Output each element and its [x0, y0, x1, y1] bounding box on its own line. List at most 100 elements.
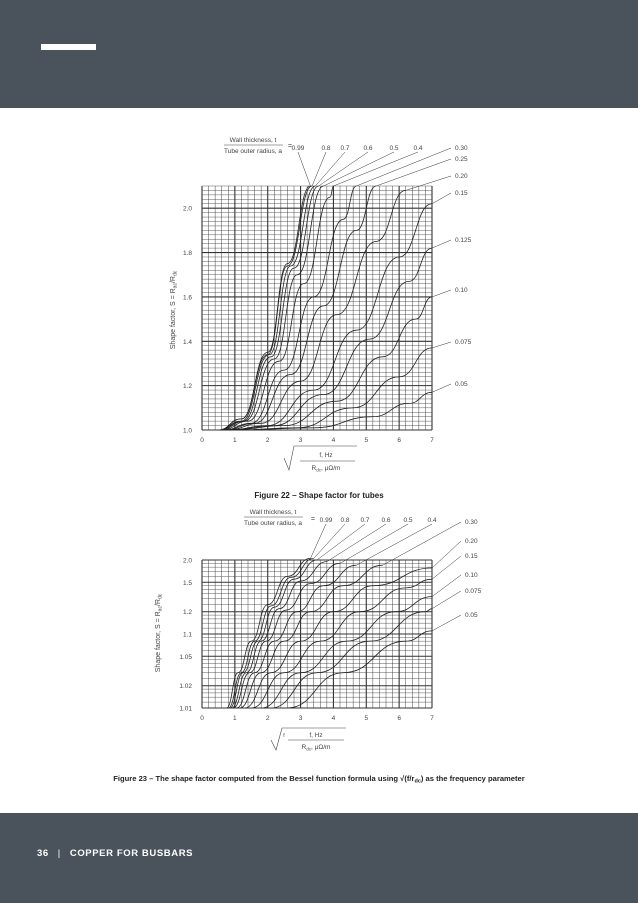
header-band — [0, 0, 638, 108]
fig23-x-tick-label: 3 — [299, 715, 303, 722]
fig23-leader-line — [382, 521, 462, 566]
fig22-xparam-post: , μΩ/m — [321, 465, 340, 472]
fig22-x-tick-label: 1 — [233, 437, 237, 444]
fig22-series-label: 0.7 — [340, 145, 349, 152]
page-number: 36 — [37, 848, 49, 859]
svg-text:Shape factor, S = Rac/Rdc: Shape factor, S = Rac/Rdc — [155, 593, 164, 672]
footer-band — [0, 813, 638, 903]
fig22-x-tick-label: 5 — [364, 437, 368, 444]
fig22-leader-line — [431, 192, 452, 204]
fig22-leader-line — [311, 151, 327, 187]
fig22-x-param: f, Hz Rdc, μΩ/m — [283, 445, 357, 473]
fig22-series-label: 0.15 — [455, 190, 468, 197]
fig22-y-tick-label: 1.8 — [183, 250, 192, 257]
fig22-curve — [228, 203, 433, 431]
fig23-xparam-top: f, Hz — [309, 732, 322, 739]
fig22-curves — [218, 185, 433, 431]
fig23-series-label: 0.7 — [360, 517, 369, 524]
fig23-leader-line — [310, 523, 327, 559]
fig22-header-top: Wall thickness, t — [230, 137, 277, 144]
fig23-series-label: 0.20 — [465, 538, 478, 545]
fig22-x-tick-label: 7 — [430, 437, 434, 444]
fig23-header-top: Wall thickness, t — [250, 509, 297, 516]
fig23-grid — [201, 559, 433, 709]
fig22-xparam-sub: dc — [316, 468, 322, 473]
fig22-curve — [221, 185, 334, 431]
fig22-series-label: 0.10 — [455, 287, 468, 294]
fig22-x-tick-label: 6 — [397, 437, 401, 444]
svg-text:Rdc, μΩ/m: Rdc, μΩ/m — [302, 744, 331, 752]
fig23-series-label: 0.30 — [465, 519, 478, 526]
fig22-curve — [218, 185, 319, 431]
fig22-series-label: 0.05 — [455, 381, 468, 388]
fig22-chart: 0 1 2 3 4 5 6 71.01.21.41.61.82.00.99 0.8 0.7 0.6 0… — [183, 145, 472, 444]
fig23-leader-line — [431, 574, 462, 597]
fig23-curve — [287, 630, 433, 709]
fig22-curve — [238, 391, 433, 431]
fig23-y-tick-label: 2.0 — [183, 558, 192, 565]
fig23-leader-line — [356, 523, 433, 566]
fig22-series-label: 0.8 — [321, 145, 330, 152]
fig23-curve — [228, 558, 314, 709]
fig22-curve — [234, 347, 433, 431]
fig22-curve — [223, 185, 357, 431]
fig23-x-tick-label: 6 — [397, 715, 401, 722]
fig22-ylabel-sub1: ac — [173, 283, 179, 289]
fig22-series-label: 0.075 — [455, 339, 472, 346]
fig23-ylabel-sub2: dc — [158, 593, 164, 599]
fig22-header-bottom: Tube outer radius, a — [224, 148, 282, 155]
fig22-ylabel-slash: /R — [170, 276, 177, 283]
svg-text:Figure 23 – The shape factor c: Figure 23 – The shape factor computed fr… — [113, 774, 525, 785]
fig22-xparam-r: R — [312, 465, 317, 472]
fig23-xparam-small: f — [283, 733, 285, 739]
fig22-leader-line — [297, 151, 311, 187]
fig22-curve — [218, 185, 316, 431]
footer-text: 36 | COPPER FOR BUSBARS — [37, 848, 193, 859]
fig22-leader-line — [405, 175, 452, 191]
fig23-x-tick-label: 4 — [332, 715, 336, 722]
fig22-leader-line — [431, 341, 452, 349]
fig22-y-tick-label: 1.6 — [183, 294, 192, 301]
fig22-caption: Figure 22 – Shape factor for tubes — [254, 491, 384, 500]
fig23-series-label: 0.99 — [320, 517, 333, 524]
svg-text:Shape factor, S = Rac/Rdc: Shape factor, S = Rac/Rdc — [170, 270, 179, 349]
fig23-series-label: 0.10 — [465, 572, 478, 579]
fig22-equals: = — [288, 143, 292, 150]
fig23-caption-end: ) as the frequency parameter — [421, 774, 525, 783]
figures-canvas: Wall thickness, t Tube outer radius, a =… — [113, 137, 525, 785]
fig22-curve — [231, 296, 433, 431]
fig22-curve — [220, 185, 324, 431]
fig23-series-label: 0.4 — [427, 517, 436, 524]
fig23-leader-line — [313, 523, 346, 559]
fig23-header-bottom: Tube outer radius, a — [244, 520, 302, 527]
fig23-ylabel-main: Shape factor, S = R — [155, 611, 162, 672]
fig23-curve — [226, 558, 311, 709]
fig22-leader-line — [431, 383, 452, 393]
fig23-xparam-sub: dc — [306, 747, 312, 752]
fig23-xparam-r: R — [302, 744, 307, 751]
fig23-series-labels: 0.99 0.8 0.7 0.6 0.5 0.4 0.30 0.20 0.15 0.10 0.075… — [310, 517, 482, 632]
fig22-leader-line — [431, 239, 452, 249]
fig23-curve — [239, 564, 383, 709]
fig22-grid — [201, 185, 433, 431]
fig22-x-tick-label: 4 — [332, 437, 336, 444]
fig23-x-param: f f, Hz Rdc, μΩ/m — [270, 727, 346, 752]
fig23-leader-line — [431, 614, 462, 632]
fig23-series-label: 0.5 — [403, 517, 412, 524]
fig22-curve — [226, 190, 406, 431]
fig23-caption-sub: dc — [414, 779, 420, 785]
fig22-series-label: 0.25 — [455, 156, 468, 163]
fig23-x-tick-label: 2 — [266, 715, 270, 722]
svg-text:Rdc, μΩ/m: Rdc, μΩ/m — [312, 465, 341, 473]
fig22-curve — [224, 185, 377, 431]
fig23-y-axis-label: Shape factor, S = Rac/Rdc — [155, 593, 164, 672]
fig23-series-label: 0.075 — [465, 588, 482, 595]
fig23-y-tick-label: 1.2 — [183, 609, 192, 616]
fig22-y-tick-label: 1.4 — [183, 339, 192, 346]
publication-title: COPPER FOR BUSBARS — [69, 848, 194, 859]
fig22-leader-line — [376, 158, 452, 187]
fig23-ylabel-sub1: ac — [158, 606, 164, 612]
fig22-leader-line — [333, 151, 419, 187]
fig23-curve — [236, 564, 357, 709]
fig23-curve — [261, 596, 433, 709]
